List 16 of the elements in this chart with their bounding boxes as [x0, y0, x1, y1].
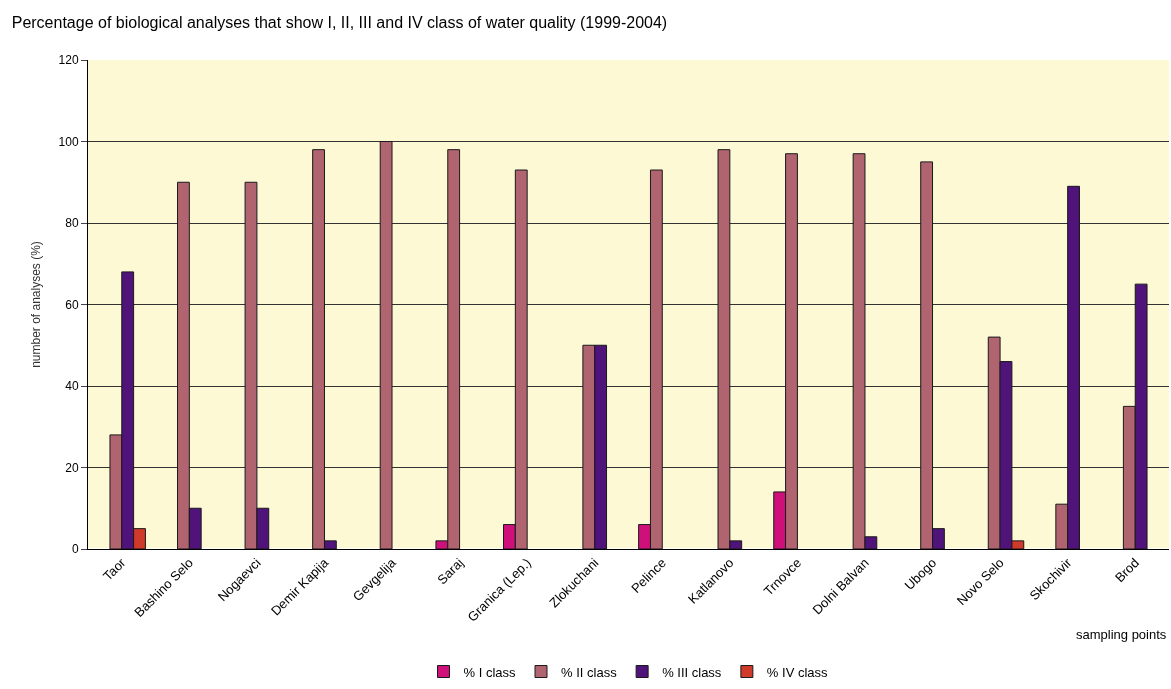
legend-label: % I class — [463, 664, 517, 680]
x-tick-label: Taor — [100, 554, 129, 584]
y-tick-label: 0 — [71, 542, 79, 557]
y-tick-label: 80 — [65, 216, 79, 231]
y-tick-label: 120 — [58, 53, 79, 68]
x-axis-title: sampling points — [1076, 627, 1167, 642]
bar — [379, 141, 393, 549]
y-tick-label: 20 — [65, 460, 79, 475]
chart-title: Percentage of biological analyses that show I, II, III and IV class of water quality (1999-2004) — [11, 14, 668, 32]
y-axis-title: number of analyses (%) — [28, 241, 43, 368]
y-tick-label: 100 — [58, 134, 79, 149]
y-tick-label: 60 — [65, 297, 79, 312]
y-tick-label: 40 — [65, 379, 79, 394]
legend-label: % II class — [561, 664, 618, 680]
legend-label: % IV class — [766, 664, 829, 680]
legend-label: % III class — [662, 664, 722, 680]
